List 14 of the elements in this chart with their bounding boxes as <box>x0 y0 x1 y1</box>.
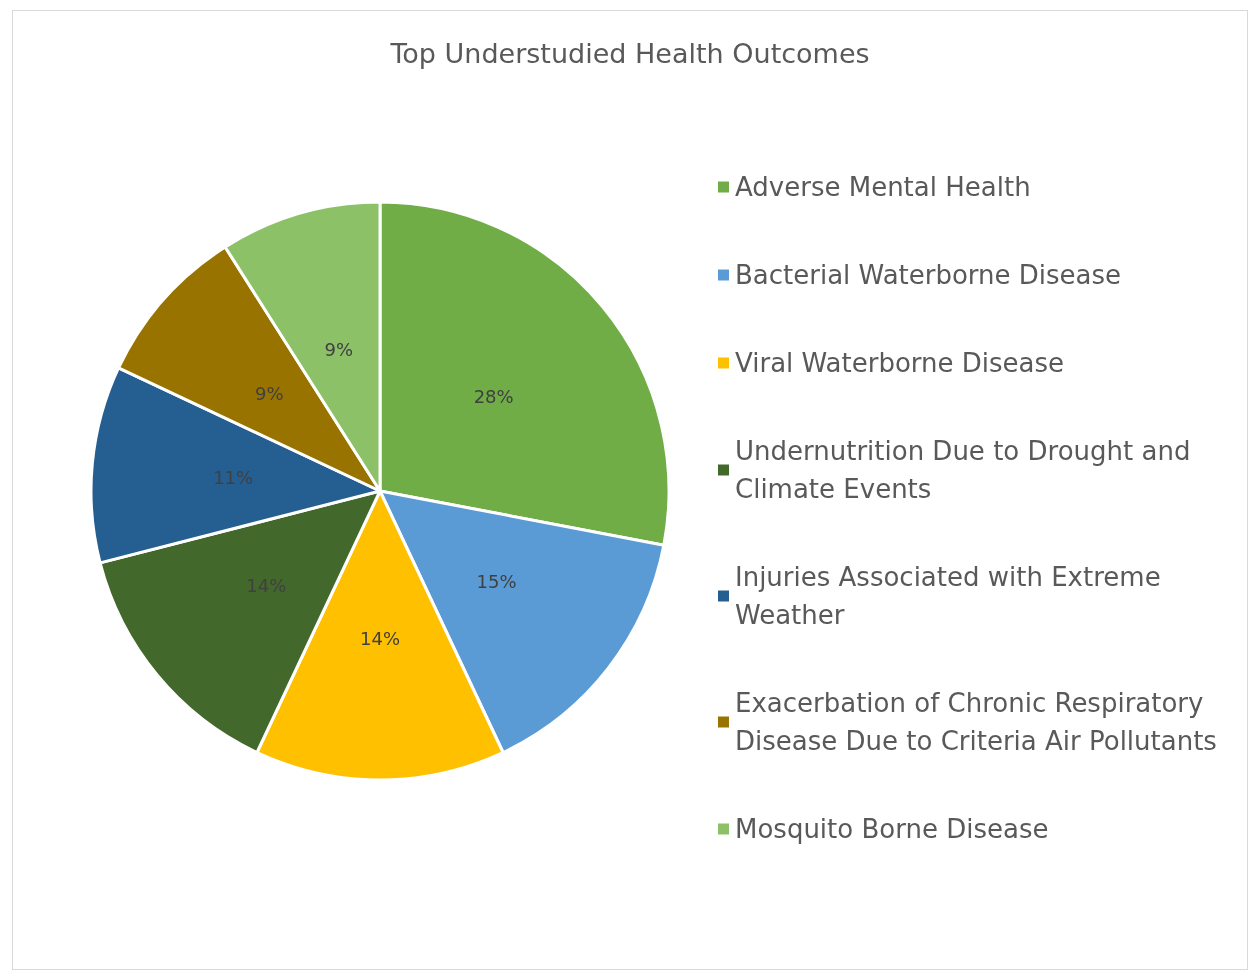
legend-label: Bacterial Waterborne Disease <box>735 260 1122 290</box>
data-label: 15% <box>476 570 517 592</box>
chart-title: Top Understudied Health Outcomes <box>389 38 870 69</box>
data-label: 28% <box>473 386 514 408</box>
legend-label: Adverse Mental Health <box>735 172 1031 202</box>
legend-label: Injuries Associated with Extreme Weather <box>735 562 1169 630</box>
legend-label: Mosquito Borne Disease <box>735 814 1049 844</box>
data-label: 9% <box>324 338 354 360</box>
data-label: 11% <box>213 466 254 488</box>
data-label: 14% <box>359 628 401 649</box>
legend-label: Undernutrition Due to Drought and Climate Events <box>735 436 1199 504</box>
legend-label: Viral Waterborne Disease <box>735 348 1065 378</box>
legend-label: Exacerbation of Chronic Respiratory Disease Due to Criteria Air Pollutants <box>735 688 1217 756</box>
data-label: 9% <box>255 382 284 404</box>
